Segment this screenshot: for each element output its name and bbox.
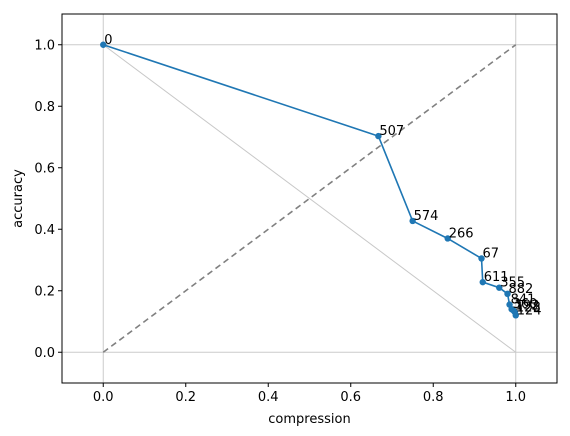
data-point-266: [444, 235, 451, 242]
data-point-882: [504, 290, 511, 298]
point-label-574: 574: [414, 209, 439, 224]
y-axis-label: accuracy: [11, 169, 26, 228]
data-point-67: [478, 255, 485, 262]
point-label-355: 355: [500, 276, 525, 291]
data-point-574: [409, 217, 416, 225]
point-label-360: 360: [513, 297, 538, 312]
point-label-841: 841: [511, 293, 536, 308]
reference-lines: [102, 44, 517, 353]
plot-frame: [61, 13, 558, 384]
series-layer: [100, 41, 519, 319]
grid-layer: [62, 14, 557, 383]
reference-line-thin: [102, 44, 517, 353]
y-tick-label: 0.0: [34, 346, 55, 361]
data-point-611: [479, 278, 486, 286]
x-tick-label: 0.2: [175, 390, 196, 405]
data-point-507: [375, 132, 382, 140]
point-label-128: 128: [516, 300, 541, 315]
series-line: [102, 43, 517, 316]
x-axis-label: compression: [268, 412, 350, 427]
y-tick-label: 1.0: [34, 38, 55, 53]
point-label-192: 192: [515, 299, 540, 314]
point-label-266: 266: [449, 226, 474, 241]
point-label-882: 882: [509, 282, 534, 297]
y-tick-label: 0.4: [34, 223, 55, 238]
data-point-124: [512, 312, 519, 319]
y-tick-label: 0.6: [34, 161, 55, 176]
data-point-355: [496, 284, 503, 291]
point-label-0: 0: [104, 33, 112, 48]
y-tick-label: 0.2: [34, 284, 55, 299]
x-tick-label: 0.4: [258, 390, 279, 405]
data-point-0: [100, 41, 107, 48]
x-tick-label: 1.0: [505, 390, 526, 405]
y-tick-label: 0.8: [34, 100, 55, 115]
point-label-67: 67: [483, 246, 500, 261]
reference-line-dashed: [102, 44, 517, 353]
axis-ticks: 0.0 0.2 0.4 0.6 0.8 1.0 0.0 0.2 0.4 0.6 0.8 1.0: [34, 38, 526, 405]
point-label-124: 124: [517, 303, 542, 318]
x-tick-label: 0.0: [93, 390, 114, 405]
x-tick-label: 0.8: [423, 390, 444, 405]
x-tick-label: 0.6: [340, 390, 361, 405]
point-label-611: 611: [484, 270, 509, 285]
point-label-507: 507: [379, 124, 404, 139]
